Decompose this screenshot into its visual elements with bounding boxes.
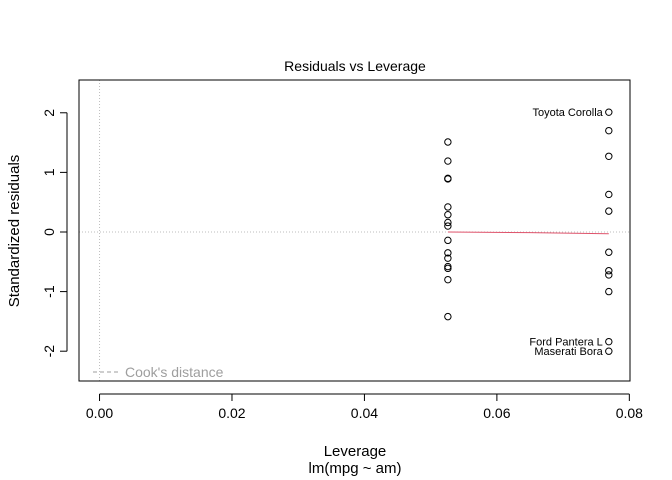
x-axis: 0.00 0.02 0.04 0.06 0.08 <box>86 393 643 421</box>
x-tick-label: 0.02 <box>218 405 245 421</box>
point-label: Toyota Corolla <box>532 107 603 119</box>
data-point <box>444 203 452 211</box>
data-point <box>605 267 613 275</box>
smoother-line <box>447 231 609 235</box>
data-point <box>605 152 613 160</box>
data-point <box>444 275 452 284</box>
data-point <box>605 108 613 116</box>
y-tick-label: -1 <box>41 285 57 298</box>
y-axis-label: Standardized residuals <box>6 155 23 308</box>
y-tick-label: -2 <box>41 345 57 358</box>
data-point <box>444 254 452 262</box>
data-point <box>605 207 613 215</box>
data-point <box>605 337 613 346</box>
x-tick-label: 0.04 <box>351 405 378 421</box>
data-point <box>605 248 613 256</box>
point-label: Maserati Bora <box>534 346 603 358</box>
chart-title: Residuals vs Leverage <box>284 58 426 74</box>
data-point <box>605 126 613 135</box>
y-axis: -2 -1 0 1 2 <box>41 109 68 358</box>
data-point <box>605 190 613 199</box>
plot-frame <box>78 79 631 382</box>
x-tick-label: 0.08 <box>616 405 643 421</box>
point-label: Ford Pantera L <box>529 337 602 349</box>
data-point <box>444 138 452 146</box>
y-tick-label: 1 <box>41 168 57 176</box>
x-axis-sublabel: lm(mpg ~ am) <box>309 460 402 477</box>
data-point <box>605 287 613 296</box>
x-axis-label: Leverage <box>324 443 387 460</box>
data-point <box>605 347 613 355</box>
data-point <box>444 157 452 165</box>
data-point <box>605 271 613 279</box>
data-point <box>444 249 452 257</box>
data-point <box>444 312 452 321</box>
data-point <box>444 264 452 273</box>
legend-label: Cook's distance <box>125 364 224 380</box>
cooks-distance-legend: Cook's distance <box>93 364 224 380</box>
y-tick-label: 2 <box>41 109 57 117</box>
x-tick-label: 0.06 <box>483 405 510 421</box>
data-point <box>444 211 452 219</box>
data-point <box>444 218 452 227</box>
data-point <box>444 175 452 183</box>
y-tick-label: 0 <box>41 228 57 236</box>
data-point <box>444 222 452 230</box>
data-point <box>444 236 452 245</box>
x-tick-label: 0.00 <box>86 405 113 421</box>
